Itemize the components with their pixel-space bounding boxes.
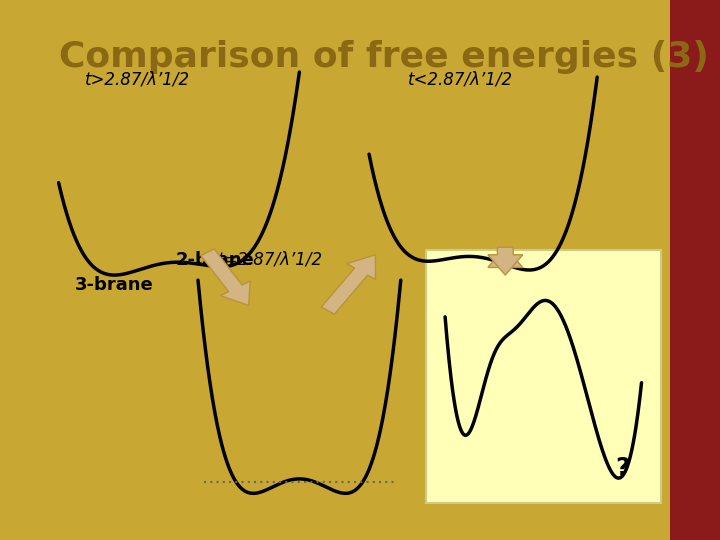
- FancyArrow shape: [488, 247, 523, 275]
- Text: t=2.87/λ’1/2: t=2.87/λ’1/2: [218, 251, 323, 269]
- Bar: [670, 0, 720, 540]
- FancyArrow shape: [321, 255, 376, 314]
- FancyArrow shape: [201, 249, 250, 306]
- FancyArrow shape: [488, 247, 523, 267]
- Bar: [426, 249, 660, 503]
- Text: 2-brane: 2-brane: [176, 251, 255, 269]
- Text: Comparison of free energies (3): Comparison of free energies (3): [58, 40, 708, 74]
- Text: 3-brane: 3-brane: [74, 276, 153, 294]
- Text: ?: ?: [616, 456, 630, 480]
- Text: t>2.87/λ’1/2: t>2.87/λ’1/2: [85, 71, 190, 89]
- Text: t<2.87/λ’1/2: t<2.87/λ’1/2: [408, 71, 513, 89]
